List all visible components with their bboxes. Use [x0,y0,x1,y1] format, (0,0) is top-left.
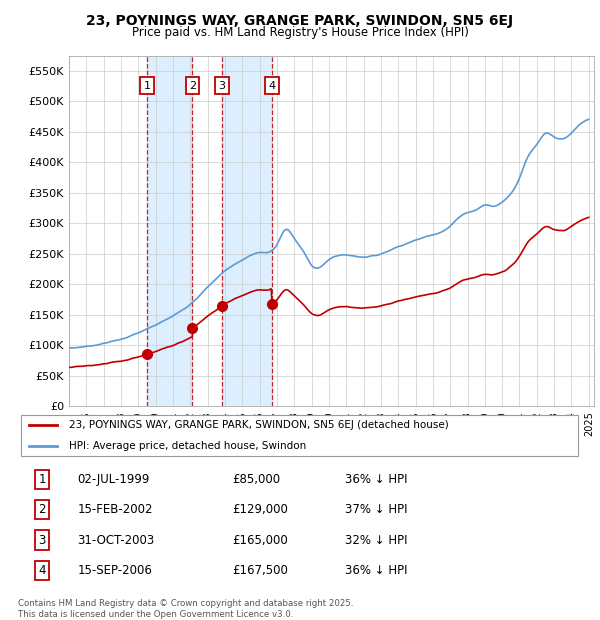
Text: 4: 4 [268,81,275,91]
Bar [147,56,193,406]
Text: 36% ↓ HPI: 36% ↓ HPI [345,473,407,486]
Text: 02-JUL-1999: 02-JUL-1999 [77,473,149,486]
Text: 2: 2 [189,81,196,91]
Text: HPI: Average price, detached house, Swindon: HPI: Average price, detached house, Swin… [69,440,306,451]
Text: £165,000: £165,000 [232,534,288,547]
Text: 36% ↓ HPI: 36% ↓ HPI [345,564,407,577]
Text: 23, POYNINGS WAY, GRANGE PARK, SWINDON, SN5 6EJ: 23, POYNINGS WAY, GRANGE PARK, SWINDON, … [86,14,514,28]
Text: £129,000: £129,000 [232,503,288,516]
Text: 2: 2 [38,503,46,516]
Text: 15-SEP-2006: 15-SEP-2006 [77,564,152,577]
Text: £85,000: £85,000 [232,473,280,486]
Text: 31-OCT-2003: 31-OCT-2003 [77,534,154,547]
Bar [222,56,272,406]
Text: 15-FEB-2002: 15-FEB-2002 [77,503,153,516]
Text: 3: 3 [218,81,226,91]
Text: 23, POYNINGS WAY, GRANGE PARK, SWINDON, SN5 6EJ (detached house): 23, POYNINGS WAY, GRANGE PARK, SWINDON, … [69,420,449,430]
Text: Contains HM Land Registry data © Crown copyright and database right 2025.
This d: Contains HM Land Registry data © Crown c… [18,600,353,619]
Text: 4: 4 [38,564,46,577]
Text: 32% ↓ HPI: 32% ↓ HPI [345,534,407,547]
Text: 1: 1 [143,81,151,91]
Text: 37% ↓ HPI: 37% ↓ HPI [345,503,407,516]
Text: 1: 1 [38,473,46,486]
Text: £167,500: £167,500 [232,564,288,577]
FancyBboxPatch shape [21,415,578,456]
Text: Price paid vs. HM Land Registry's House Price Index (HPI): Price paid vs. HM Land Registry's House … [131,26,469,39]
Text: 3: 3 [38,534,46,547]
